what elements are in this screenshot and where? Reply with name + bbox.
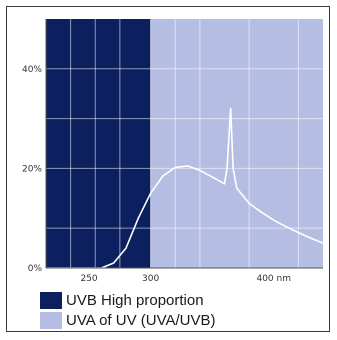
region-uva [150,19,323,268]
y-tick-label: 20% [22,164,42,174]
legend-swatch-uva [40,311,62,329]
legend-label-uva: UVA of UV (UVA/UVB) [66,311,216,329]
legend-swatch-uvb [40,291,62,309]
y-tick-label: 0% [28,264,43,274]
series-line-0 [46,107,324,269]
x-tick-label: 300 [142,274,159,284]
legend: UVB High proportion UVA of UV (UVA/UVB) [40,290,215,330]
region-uvb [46,19,151,268]
legend-label-uvb: UVB High proportion [66,291,204,309]
legend-item-uvb: UVB High proportion [40,290,215,310]
x-tick-label: 400 nm [256,274,291,284]
legend-item-uva: UVA of UV (UVA/UVB) [40,310,215,330]
y-tick-label: 40% [22,65,42,75]
x-tick-label: 250 [80,274,97,284]
